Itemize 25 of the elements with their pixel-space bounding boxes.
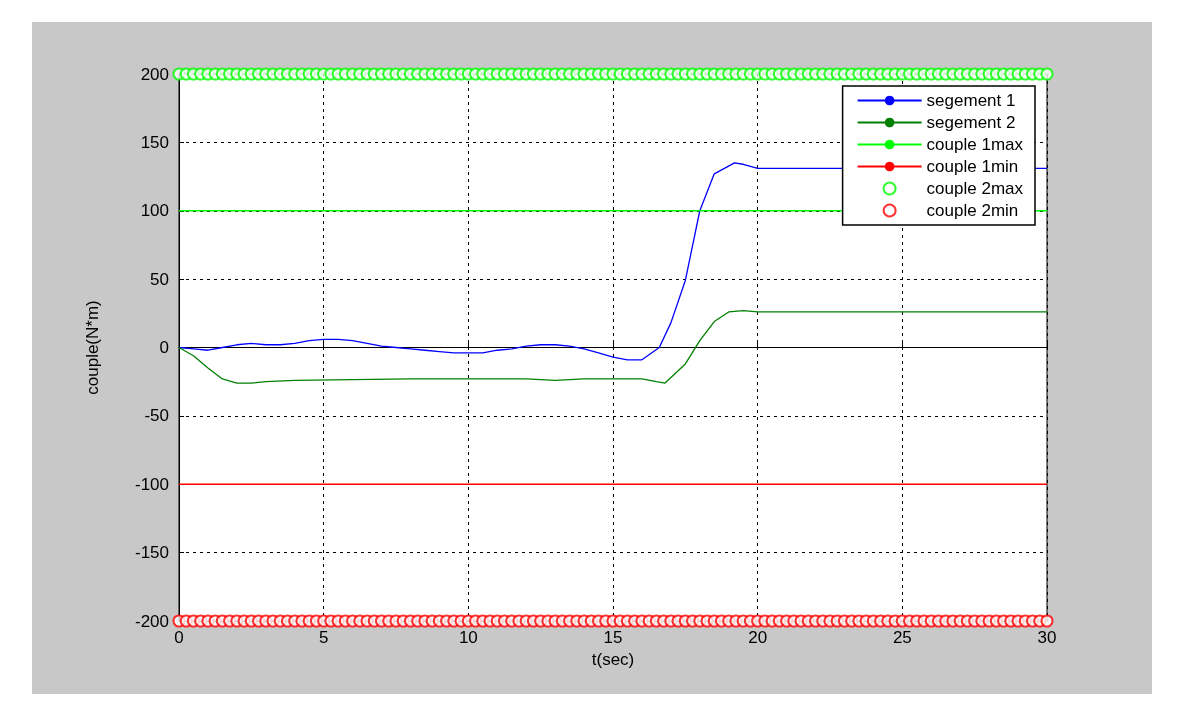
y-tick-label: -200: [134, 611, 169, 631]
y-tick-label: 0: [159, 338, 169, 357]
x-tick-label: 5: [318, 628, 329, 647]
y-tick-label: 100: [140, 201, 169, 221]
x-tick-label: 20: [748, 628, 768, 647]
legend-label: segement 1: [926, 91, 1016, 110]
line-series: [178, 309, 1048, 384]
x-tick-label: 0: [174, 628, 184, 647]
y-tick-label: -150: [134, 543, 169, 563]
legend-label: couple 1max: [926, 135, 1024, 154]
legend-label: couple 1min: [926, 157, 1019, 176]
y-axis-title: couple(N*m): [83, 300, 102, 395]
legend-label: couple 2max: [926, 179, 1024, 198]
y-tick-label: 200: [140, 64, 169, 84]
y-tick-label: -100: [134, 474, 169, 494]
y-tick-label: 50: [150, 269, 169, 289]
y-tick-label: 150: [140, 132, 169, 152]
legend-label: segement 2: [926, 113, 1016, 132]
y-tick-label: -50: [144, 406, 169, 426]
x-tick-label: 30: [1037, 628, 1057, 647]
x-tick-label: 15: [603, 628, 623, 647]
x-tick-label: 25: [892, 628, 912, 647]
legend-label: couple 2min: [926, 201, 1019, 220]
x-tick-label: 10: [458, 628, 478, 647]
x-axis-title: t(sec): [591, 649, 635, 669]
